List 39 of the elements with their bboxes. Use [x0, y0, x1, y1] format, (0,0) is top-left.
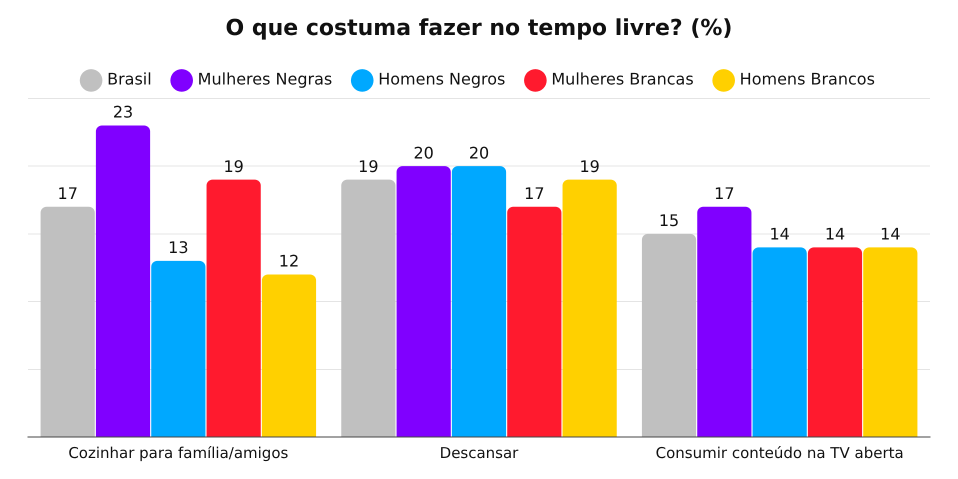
bar [40, 206, 95, 436]
data-label: 14 [769, 224, 790, 244]
data-label: 17 [524, 184, 544, 203]
legend-label: Homens Negros [378, 70, 506, 89]
data-label: 17 [714, 184, 735, 203]
chart-title: O que costuma fazer no tempo livre? (%) [226, 16, 732, 41]
data-label: 20 [414, 143, 434, 162]
bar [262, 274, 316, 436]
data-label: 23 [112, 102, 134, 122]
legend-label: Mulheres Brancas [551, 70, 694, 89]
data-label: 19 [223, 156, 244, 176]
bar [808, 247, 862, 436]
x-tick-label: Descansar [440, 444, 520, 462]
legend-label: Homens Brancos [740, 70, 875, 89]
bar [562, 180, 617, 436]
bar [697, 206, 752, 436]
x-tick-label: Consumir conteúdo na TV aberta [656, 444, 904, 462]
bar [507, 206, 562, 436]
data-label: 15 [658, 210, 680, 230]
x-tick-label: Cozinhar para família/amigos [68, 444, 289, 462]
data-label: 20 [468, 143, 490, 162]
data-label: 19 [579, 156, 600, 176]
bar [206, 180, 261, 436]
data-label: 17 [58, 184, 78, 203]
bar [341, 180, 396, 436]
data-label: 13 [168, 238, 189, 258]
bar [452, 166, 506, 436]
bar [396, 166, 451, 436]
data-label: 14 [880, 224, 900, 244]
legend-label: Mulheres Negras [198, 70, 332, 89]
legend-label: Brasil [107, 70, 152, 89]
data-label: 19 [358, 156, 379, 176]
bar [752, 247, 807, 436]
data-label: 12 [278, 252, 300, 271]
bar [863, 247, 918, 436]
bar [151, 260, 206, 436]
data-label: 14 [824, 224, 846, 244]
bar [96, 125, 150, 436]
bar [642, 234, 696, 436]
